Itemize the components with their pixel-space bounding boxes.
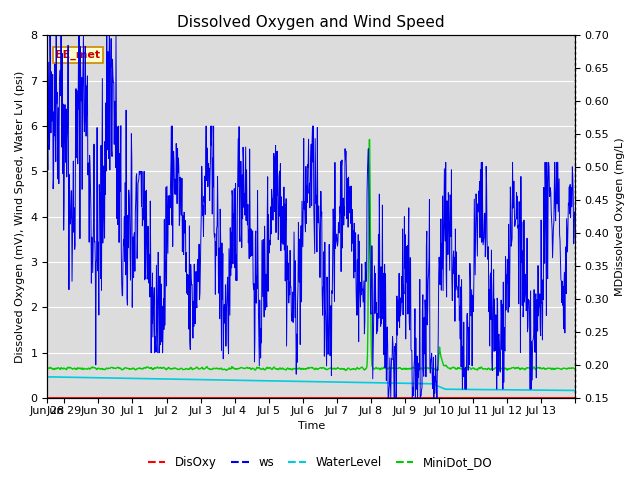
X-axis label: Time: Time — [298, 421, 325, 432]
Title: Dissolved Oxygen and Wind Speed: Dissolved Oxygen and Wind Speed — [177, 15, 445, 30]
Legend: DisOxy, ws, WaterLevel, MiniDot_DO: DisOxy, ws, WaterLevel, MiniDot_DO — [143, 452, 497, 474]
Y-axis label: MDDissolved Oxygen (mg/L): MDDissolved Oxygen (mg/L) — [615, 137, 625, 296]
Y-axis label: Dissolved Oxygen (mV), Wind Speed, Water Lvl (psi): Dissolved Oxygen (mV), Wind Speed, Water… — [15, 71, 25, 363]
Text: EE_met: EE_met — [55, 50, 100, 60]
